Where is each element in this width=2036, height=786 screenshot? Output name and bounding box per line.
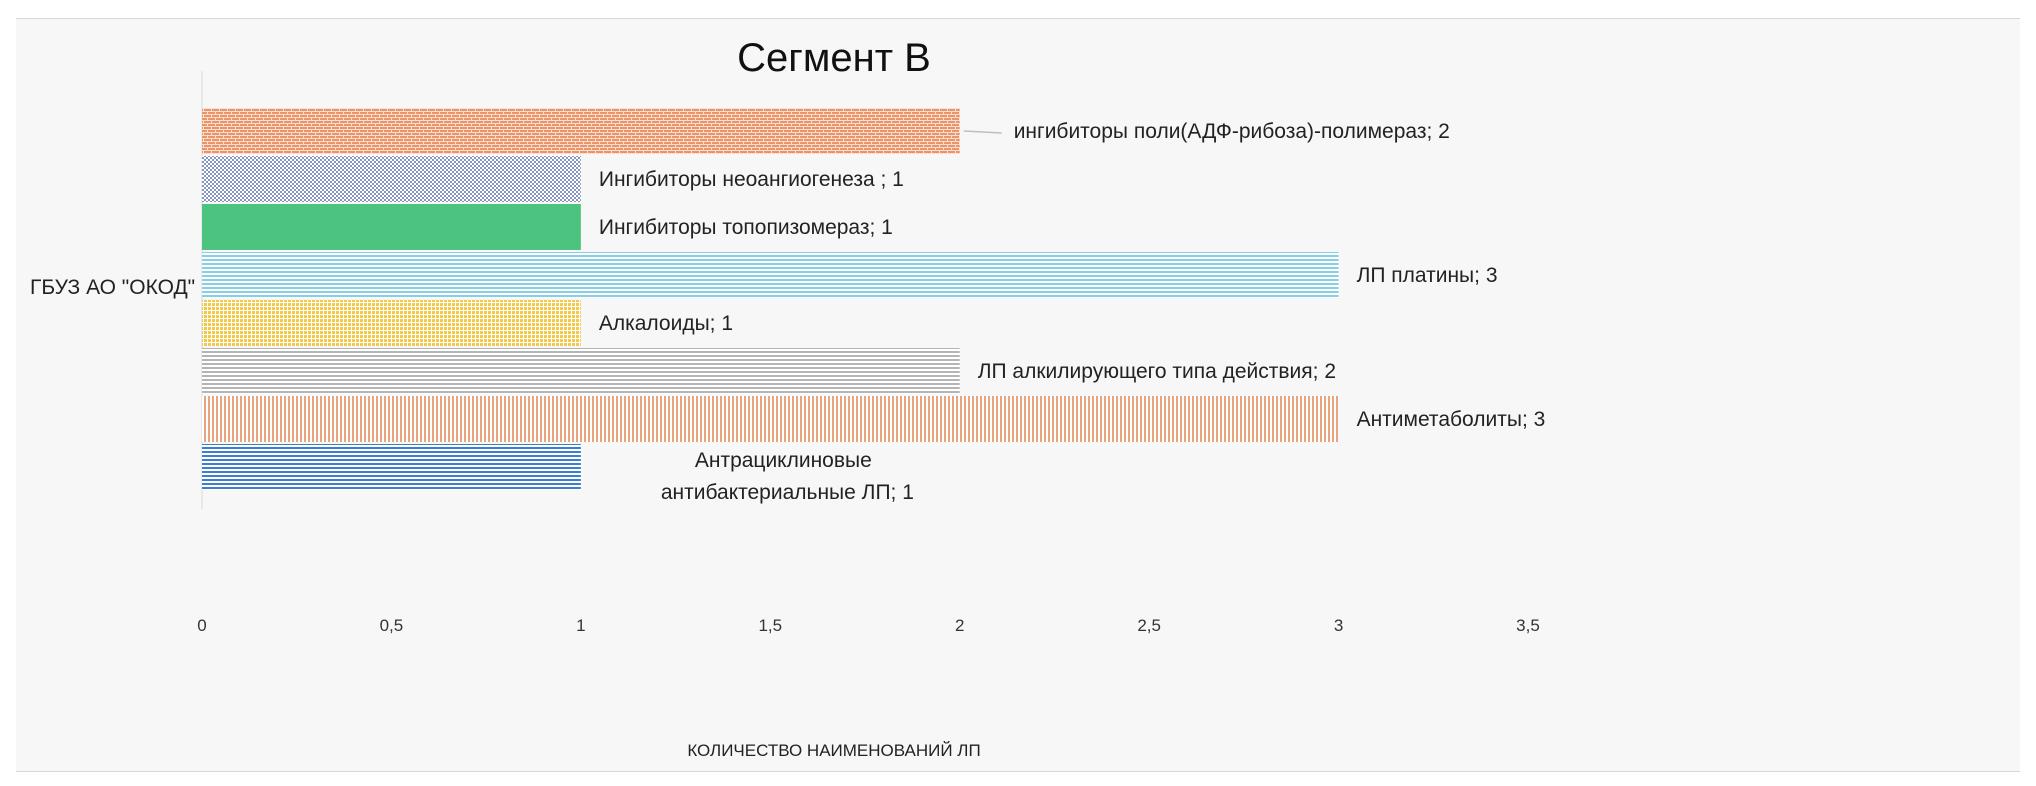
bar-6-label: Ингибиторы топопизомераз; 1 xyxy=(599,216,893,239)
bar-4-label: Алкалоиды; 1 xyxy=(599,312,733,335)
bar-6 xyxy=(202,204,581,250)
bar-7-label: Ингибиторы неоангиогенеза ; 1 xyxy=(599,168,904,191)
chart-title: Сегмент В xyxy=(737,36,931,80)
bar-4 xyxy=(202,300,581,346)
bar-5 xyxy=(202,252,1339,298)
bar-7 xyxy=(202,156,581,202)
leader-line xyxy=(963,130,1002,134)
bar-8-label: ингибиторы поли(АДФ-рибоза)-полимераз; 2 xyxy=(1014,120,1450,143)
bar-1 xyxy=(202,444,581,490)
bar-2 xyxy=(202,396,1339,442)
bar-1-label-line-2: антибактериальные ЛП; 1 xyxy=(661,481,914,504)
x-tick-label: 3,5 xyxy=(1516,616,1540,635)
x-axis-title: КОЛИЧЕСТВО НАИМЕНОВАНИЙ ЛП xyxy=(687,741,980,760)
x-tick-labels-group: 0 0,5 1 1,5 2 2,5 3 3,5 xyxy=(197,616,1540,635)
bar-labels-group: Антрациклиновые антибактериальные ЛП; 1Ан… xyxy=(599,120,1545,504)
chart-frame: Сегмент В ГБУЗ АО "ОКОД" КОЛИЧЕСТВО НАИМ… xyxy=(16,18,2020,772)
bar-5-label: ЛП платины; 3 xyxy=(1357,264,1498,287)
x-tick-label: 1 xyxy=(576,616,585,635)
bar-chart: Сегмент В ГБУЗ АО "ОКОД" КОЛИЧЕСТВО НАИМ… xyxy=(30,36,1545,760)
x-tick-label: 3 xyxy=(1334,616,1343,635)
bar-1-label: Антрациклиновые антибактериальные ЛП; 1 xyxy=(661,449,914,504)
x-tick-label: 2 xyxy=(955,616,964,635)
x-tick-label: 2,5 xyxy=(1137,616,1161,635)
bar-2-label: Антиметаболиты; 3 xyxy=(1357,408,1546,431)
x-tick-label: 0 xyxy=(197,616,206,635)
bar-3-label: ЛП алкилирующего типа действия; 2 xyxy=(978,360,1336,383)
x-tick-label: 1,5 xyxy=(758,616,782,635)
bar-8 xyxy=(202,108,960,154)
bars-group xyxy=(202,108,1339,490)
x-tick-label: 0,5 xyxy=(380,616,404,635)
bar-3 xyxy=(202,348,960,394)
bar-1-label-line-1: Антрациклиновые xyxy=(695,449,872,472)
category-label: ГБУЗ АО "ОКОД" xyxy=(30,276,195,299)
